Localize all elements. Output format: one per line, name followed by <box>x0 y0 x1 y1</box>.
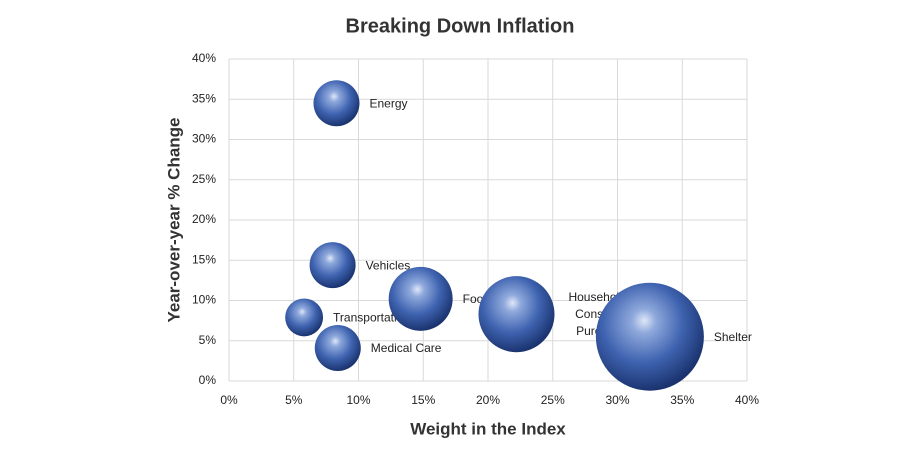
x-tick-label: 5% <box>285 393 303 407</box>
y-tick-label: 10% <box>192 293 216 307</box>
data-label: Vehicles <box>366 258 411 272</box>
y-tick-label: 30% <box>192 132 216 146</box>
bubble <box>309 242 356 289</box>
data-label: Medical Care <box>371 341 442 355</box>
bubble <box>478 276 555 353</box>
x-tick-label: 40% <box>735 393 759 407</box>
y-tick-label: 5% <box>199 333 217 347</box>
x-tick-label: 20% <box>476 393 500 407</box>
x-tick-label: 10% <box>346 393 370 407</box>
bubble <box>595 282 704 391</box>
x-tick-label: 0% <box>220 393 238 407</box>
y-tick-label: 25% <box>192 172 216 186</box>
data-label: Transportation <box>333 311 410 325</box>
x-tick-label: 15% <box>411 393 435 407</box>
x-tick-label: 25% <box>541 393 565 407</box>
y-tick-label: 20% <box>192 212 216 226</box>
bubble <box>388 266 453 331</box>
chart-title: Breaking Down Inflation <box>346 15 575 37</box>
y-tick-label: 40% <box>192 51 216 65</box>
y-tick-label: 15% <box>192 252 216 266</box>
data-label: Shelter <box>714 330 752 344</box>
y-axis-title: Year-over-year % Change <box>164 117 183 322</box>
bubble <box>313 80 360 127</box>
bubble <box>285 298 324 337</box>
bubble <box>314 324 361 372</box>
x-tick-label: 35% <box>670 393 694 407</box>
y-tick-label: 35% <box>192 91 216 105</box>
data-label: Energy <box>369 96 407 110</box>
x-tick-label: 30% <box>605 393 629 407</box>
x-axis-title: Weight in the Index <box>410 419 566 438</box>
y-tick-label: 0% <box>199 373 217 387</box>
